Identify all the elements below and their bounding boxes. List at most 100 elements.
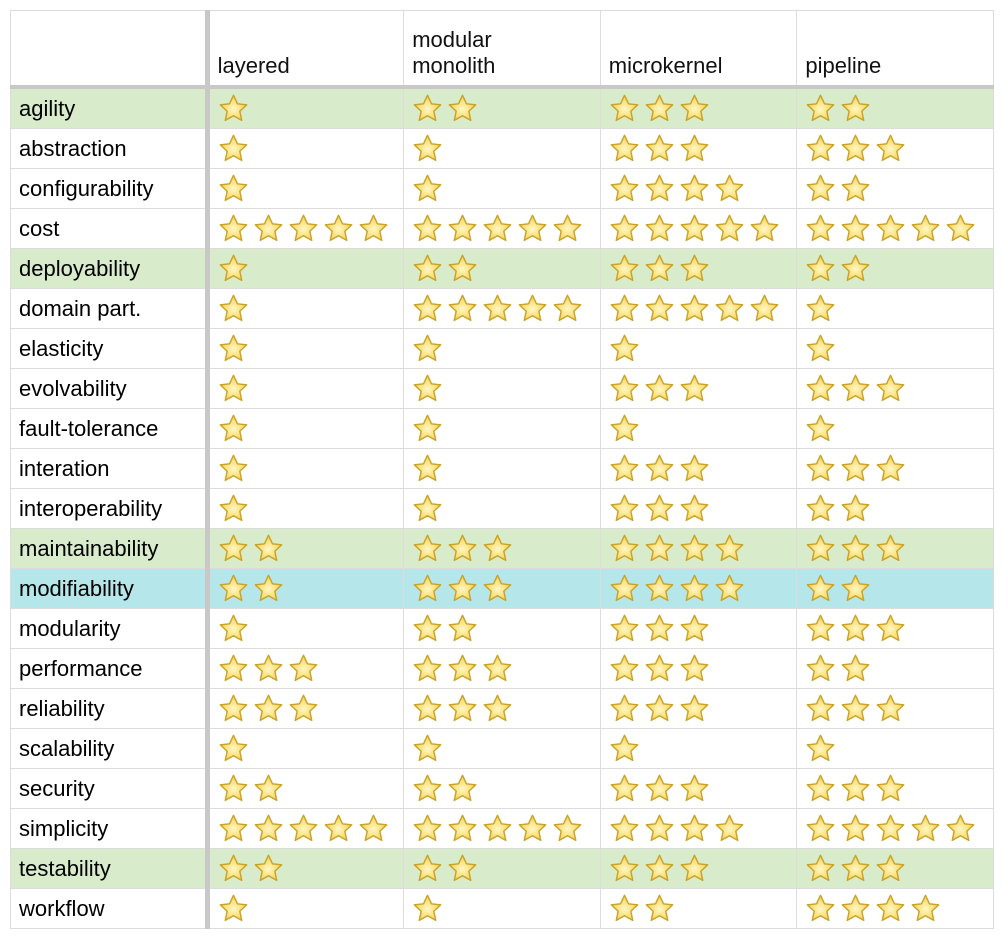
rating-cell[interactable] xyxy=(403,248,601,289)
rating-cell[interactable] xyxy=(796,608,994,649)
rating-cell[interactable] xyxy=(599,128,798,169)
rating-cell[interactable] xyxy=(206,128,405,169)
rating-cell[interactable] xyxy=(796,768,994,809)
quality-attribute-cell[interactable]: maintainability xyxy=(10,528,210,569)
rating-cell[interactable] xyxy=(206,528,405,569)
rating-cell[interactable] xyxy=(206,608,405,649)
rating-cell[interactable] xyxy=(206,768,405,809)
quality-attribute-cell[interactable]: cost xyxy=(10,208,210,249)
rating-cell[interactable] xyxy=(599,168,798,209)
rating-cell[interactable] xyxy=(206,168,405,209)
rating-cell[interactable] xyxy=(796,568,994,609)
rating-cell[interactable] xyxy=(599,408,798,449)
quality-attribute-cell[interactable]: reliability xyxy=(10,688,210,729)
rating-cell[interactable] xyxy=(796,208,994,249)
rating-cell[interactable] xyxy=(796,86,994,129)
rating-cell[interactable] xyxy=(796,488,994,529)
rating-cell[interactable] xyxy=(206,448,405,489)
rating-cell[interactable] xyxy=(206,648,405,689)
rating-cell[interactable] xyxy=(206,208,405,249)
rating-cell[interactable] xyxy=(796,688,994,729)
quality-attribute-cell[interactable]: elasticity xyxy=(10,328,210,369)
rating-cell[interactable] xyxy=(796,408,994,449)
rating-cell[interactable] xyxy=(403,168,601,209)
rating-cell[interactable] xyxy=(206,408,405,449)
rating-cell[interactable] xyxy=(403,848,601,889)
rating-cell[interactable] xyxy=(599,728,798,769)
rating-cell[interactable] xyxy=(599,608,798,649)
rating-cell[interactable] xyxy=(599,448,798,489)
quality-attribute-cell[interactable]: testability xyxy=(10,848,210,889)
rating-cell[interactable] xyxy=(599,808,798,849)
rating-cell[interactable] xyxy=(403,408,601,449)
rating-cell[interactable] xyxy=(599,488,798,529)
column-header[interactable]: pipeline xyxy=(796,10,994,89)
rating-cell[interactable] xyxy=(599,688,798,729)
quality-attribute-cell[interactable]: interation xyxy=(10,448,210,489)
quality-attribute-cell[interactable]: interoperability xyxy=(10,488,210,529)
rating-cell[interactable] xyxy=(796,808,994,849)
rating-cell[interactable] xyxy=(599,888,798,929)
rating-cell[interactable] xyxy=(206,86,405,129)
rating-cell[interactable] xyxy=(403,208,601,249)
rating-cell[interactable] xyxy=(206,848,405,889)
rating-cell[interactable] xyxy=(796,368,994,409)
rating-cell[interactable] xyxy=(403,688,601,729)
rating-cell[interactable] xyxy=(599,848,798,889)
rating-cell[interactable] xyxy=(206,568,405,609)
rating-cell[interactable] xyxy=(403,368,601,409)
rating-cell[interactable] xyxy=(796,328,994,369)
rating-cell[interactable] xyxy=(796,288,994,329)
rating-cell[interactable] xyxy=(206,728,405,769)
rating-cell[interactable] xyxy=(796,168,994,209)
rating-cell[interactable] xyxy=(206,488,405,529)
quality-attribute-cell[interactable]: modularity xyxy=(10,608,210,649)
rating-cell[interactable] xyxy=(403,488,601,529)
rating-cell[interactable] xyxy=(403,86,601,129)
rating-cell[interactable] xyxy=(206,248,405,289)
rating-cell[interactable] xyxy=(599,208,798,249)
quality-attribute-cell[interactable]: evolvability xyxy=(10,368,210,409)
rating-cell[interactable] xyxy=(403,288,601,329)
rating-cell[interactable] xyxy=(796,448,994,489)
rating-cell[interactable] xyxy=(206,688,405,729)
column-header[interactable]: modular monolith xyxy=(403,10,601,89)
quality-attribute-cell[interactable]: agility xyxy=(10,86,210,129)
quality-attribute-cell[interactable]: scalability xyxy=(10,728,210,769)
rating-cell[interactable] xyxy=(403,568,601,609)
rating-cell[interactable] xyxy=(403,128,601,169)
rating-cell[interactable] xyxy=(599,368,798,409)
quality-attribute-cell[interactable]: simplicity xyxy=(10,808,210,849)
column-header[interactable]: layered xyxy=(206,10,405,89)
rating-cell[interactable] xyxy=(599,528,798,569)
rating-cell[interactable] xyxy=(599,648,798,689)
rating-cell[interactable] xyxy=(796,888,994,929)
quality-attribute-cell[interactable]: configurability xyxy=(10,168,210,209)
rating-cell[interactable] xyxy=(599,568,798,609)
quality-attribute-cell[interactable]: domain part. xyxy=(10,288,210,329)
column-header[interactable]: microkernel xyxy=(599,10,798,89)
rating-cell[interactable] xyxy=(796,728,994,769)
rating-cell[interactable] xyxy=(206,888,405,929)
rating-cell[interactable] xyxy=(206,288,405,329)
quality-attribute-cell[interactable]: modifiability xyxy=(10,568,210,609)
header-corner-cell[interactable] xyxy=(10,10,210,89)
quality-attribute-cell[interactable]: performance xyxy=(10,648,210,689)
rating-cell[interactable] xyxy=(599,86,798,129)
quality-attribute-cell[interactable]: deployability xyxy=(10,248,210,289)
rating-cell[interactable] xyxy=(403,648,601,689)
quality-attribute-cell[interactable]: abstraction xyxy=(10,128,210,169)
quality-attribute-cell[interactable]: workflow xyxy=(10,888,210,929)
rating-cell[interactable] xyxy=(403,768,601,809)
quality-attribute-cell[interactable]: security xyxy=(10,768,210,809)
rating-cell[interactable] xyxy=(796,648,994,689)
rating-cell[interactable] xyxy=(796,248,994,289)
rating-cell[interactable] xyxy=(403,728,601,769)
rating-cell[interactable] xyxy=(403,448,601,489)
rating-cell[interactable] xyxy=(599,328,798,369)
rating-cell[interactable] xyxy=(796,848,994,889)
rating-cell[interactable] xyxy=(403,888,601,929)
rating-cell[interactable] xyxy=(403,608,601,649)
rating-cell[interactable] xyxy=(403,328,601,369)
rating-cell[interactable] xyxy=(403,808,601,849)
